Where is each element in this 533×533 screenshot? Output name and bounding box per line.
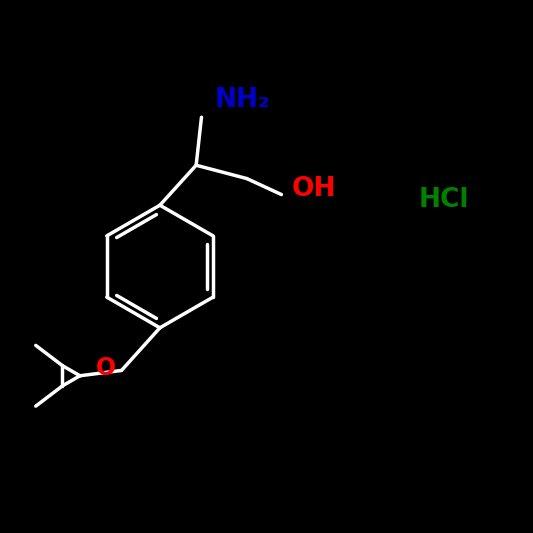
Text: OH: OH [292, 176, 336, 202]
Text: NH₂: NH₂ [215, 87, 270, 113]
Text: HCl: HCl [418, 187, 469, 213]
Text: O: O [96, 356, 116, 380]
